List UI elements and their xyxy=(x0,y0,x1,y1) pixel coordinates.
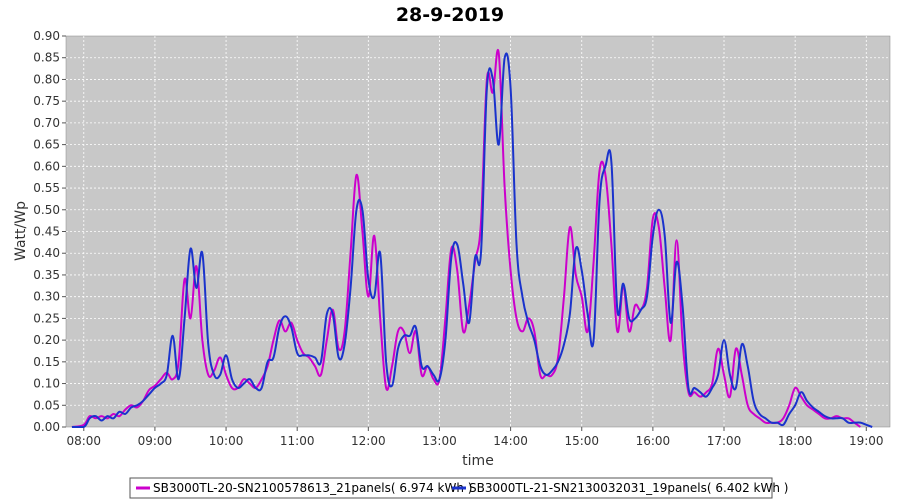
x-tick-label: 12:00 xyxy=(351,434,386,448)
x-tick-label: 19:00 xyxy=(849,434,884,448)
x-tick-label: 17:00 xyxy=(707,434,742,448)
x-tick-label: 18:00 xyxy=(778,434,813,448)
y-tick-label: 0.05 xyxy=(33,398,60,412)
y-tick-label: 0.40 xyxy=(33,246,60,260)
x-tick-label: 08:00 xyxy=(66,434,101,448)
x-axis: 08:00 09:00 10:00 11:00 12:00 13:00 14:00 15:00… xyxy=(66,427,884,448)
x-tick-label: 10:00 xyxy=(209,434,244,448)
x-axis-title: time xyxy=(462,453,494,469)
y-tick-label: 0.50 xyxy=(33,203,60,217)
y-axis-title: Watt/Wp xyxy=(13,201,29,261)
legend-box xyxy=(129,477,773,499)
y-tick-label: 0.20 xyxy=(33,333,60,347)
y-tick-label: 0.45 xyxy=(33,225,60,239)
y-tick-label: 0.65 xyxy=(33,138,60,152)
y-tick-label: 0.75 xyxy=(33,94,60,108)
y-tick-label: 0.00 xyxy=(33,420,60,434)
y-tick-label: 0.15 xyxy=(33,355,60,369)
y-tick-label: 0.90 xyxy=(33,29,60,43)
x-tick-label: 09:00 xyxy=(138,434,173,448)
y-tick-label: 0.70 xyxy=(33,116,60,130)
x-tick-label: 13:00 xyxy=(422,434,457,448)
y-tick-label: 0.25 xyxy=(33,311,60,325)
chart-title: 28-9-2019 xyxy=(396,4,504,26)
y-tick-label: 0.85 xyxy=(33,51,60,65)
x-tick-label: 15:00 xyxy=(564,434,599,448)
legend-label-2: SB3000TL-21-SN2130032031_19panels( 6.402… xyxy=(469,481,788,495)
y-tick-label: 0.10 xyxy=(33,377,60,391)
y-tick-label: 0.80 xyxy=(33,72,60,86)
y-tick-label: 0.55 xyxy=(33,181,60,195)
y-axis: 0.00 0.05 0.10 0.15 0.20 0.25 0.30 0.35 0.40 0.45… xyxy=(33,29,66,434)
y-tick-label: 0.60 xyxy=(33,159,60,173)
y-tick-label: 0.30 xyxy=(33,290,60,304)
x-tick-label: 14:00 xyxy=(493,434,528,448)
series-line-2 xyxy=(71,52,873,428)
x-tick-label: 11:00 xyxy=(280,434,315,448)
x-tick-label: 16:00 xyxy=(636,434,671,448)
y-tick-label: 0.35 xyxy=(33,268,60,282)
series-layer xyxy=(71,49,873,428)
legend-label-1: SB3000TL-20-SN2100578613_21panels( 6.974… xyxy=(153,481,472,495)
legend: SB3000TL-20-SN2100578613_21panels( 6.974… xyxy=(129,477,788,499)
